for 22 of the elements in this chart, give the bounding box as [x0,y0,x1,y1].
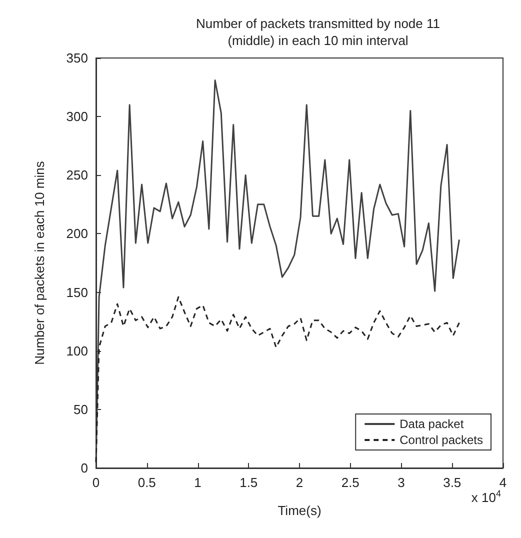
x-tick-label: 2 [296,475,304,490]
y-tick-label: 350 [66,50,88,66]
x-axis-title: Time(s) [278,503,322,518]
x-tick-label: 2.5 [341,475,360,490]
y-tick-label: 250 [66,168,88,183]
x-tick-label: 3 [398,475,405,490]
y-tick-label: 0 [80,460,88,476]
y-tick-label: 200 [66,226,88,242]
y-tick-label: 50 [74,402,88,417]
x-tick-label: 1 [194,475,202,490]
x-tick-label: 0 [92,475,100,490]
legend-label: Control packets [400,433,483,447]
x-tick-label: 3.5 [443,475,462,490]
x-tick-label: 0.5 [138,475,156,490]
x-tick-label: 1.5 [240,475,258,490]
legend-label: Data packet [400,417,464,431]
y-axis-title: Number of packets in each 10 mins [32,160,47,365]
y-tick-label: 150 [66,284,88,300]
y-tick-label: 300 [66,109,88,124]
chart-title: Number of packets transmitted by node 11 (middle) in each 10 min interval [196,16,440,48]
x-tick-label: 4 [499,475,507,490]
y-tick-label: 100 [66,343,88,358]
